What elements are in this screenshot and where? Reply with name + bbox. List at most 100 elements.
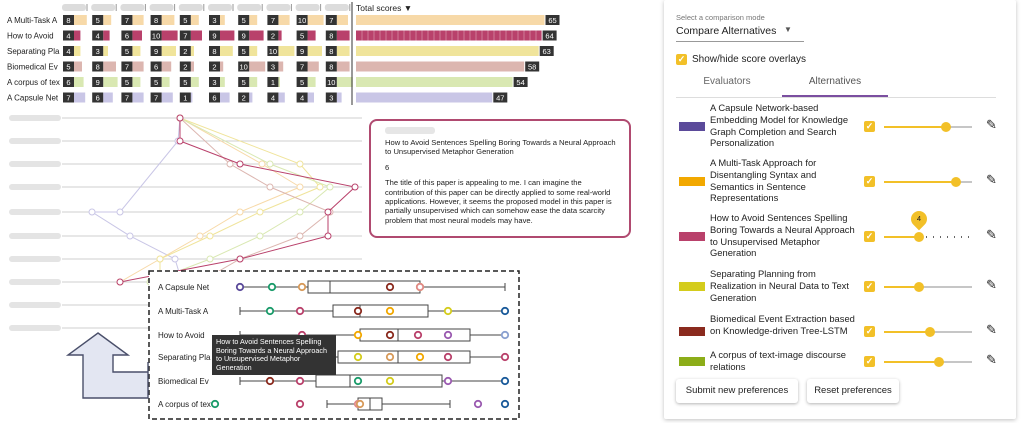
slider-thumb[interactable] (924, 326, 935, 337)
weight-slider[interactable]: 4 (884, 207, 972, 242)
evaluator-label-placeholder[interactable] (9, 161, 61, 167)
score-value: 7 (125, 94, 129, 103)
score-cell (92, 92, 104, 103)
row-label[interactable]: A Multi-Task A (7, 16, 58, 25)
weight-slider[interactable] (884, 356, 972, 367)
overlay-checkbox[interactable]: ✓ (676, 54, 687, 65)
slider-thumb[interactable] (914, 281, 925, 292)
evaluator-header[interactable] (266, 4, 291, 11)
evaluator-label-placeholder[interactable] (9, 325, 61, 331)
alternative-checkbox[interactable]: ✓ (864, 230, 875, 242)
boxplot-label[interactable]: Separating Pla (158, 353, 211, 362)
score-point (385, 376, 395, 386)
boxplot-label[interactable]: A corpus of tex (158, 400, 211, 409)
row-label[interactable]: How to Avoid (7, 32, 54, 41)
slider-thumb[interactable] (940, 121, 951, 132)
score-value: 5 (300, 78, 304, 87)
score-cell (296, 61, 308, 72)
edit-icon[interactable]: ✎ (986, 171, 997, 187)
evaluator-header[interactable] (208, 4, 232, 11)
row-label[interactable]: Separating Pla (7, 47, 60, 56)
slider-thumb[interactable] (951, 176, 962, 187)
tab-evaluators[interactable]: Evaluators (703, 76, 751, 87)
alternative-checkbox[interactable]: ✓ (864, 355, 875, 367)
score-bar (220, 15, 225, 25)
evaluator-label-placeholder[interactable] (9, 115, 61, 121)
row-label[interactable]: Biomedical Ev (7, 63, 58, 72)
boxplot-label[interactable]: Biomedical Ev (158, 377, 209, 386)
score-point (88, 208, 96, 216)
alternative-checkbox[interactable]: ✓ (864, 325, 875, 337)
score-value: 7 (183, 32, 187, 41)
evaluator-header[interactable] (149, 4, 174, 11)
slider-thumb[interactable] (933, 356, 944, 367)
score-bar (190, 92, 193, 103)
score-bar (307, 61, 319, 72)
slider-thumb[interactable] (914, 231, 925, 242)
callout-score: 6 (385, 162, 390, 172)
weight-slider[interactable] (884, 326, 972, 337)
evaluator-label-placeholder[interactable] (9, 256, 61, 262)
submit-preferences-button[interactable]: Submit new preferences (676, 379, 798, 403)
score-value: 5 (183, 16, 187, 25)
evaluator-header[interactable] (62, 4, 86, 11)
select-underline (676, 41, 804, 42)
evaluator-label-placeholder[interactable] (9, 233, 61, 239)
score-value: 8 (154, 16, 158, 25)
evaluator-header[interactable] (91, 4, 116, 11)
score-bar (103, 30, 110, 41)
edit-icon[interactable]: ✎ (986, 116, 997, 132)
edit-icon[interactable]: ✎ (986, 276, 997, 292)
caret-down-icon[interactable]: ▼ (784, 25, 792, 34)
edit-icon[interactable]: ✎ (986, 226, 997, 242)
evaluator-label-placeholder[interactable] (9, 138, 61, 144)
score-value: 4 (66, 32, 70, 41)
score-value: 9 (96, 78, 100, 87)
tab-alternatives[interactable]: Alternatives (808, 76, 862, 87)
row-label[interactable]: A Capsule Net (7, 94, 59, 103)
evaluator-label-placeholder[interactable] (9, 209, 61, 215)
score-point (500, 352, 510, 362)
weight-slider[interactable] (884, 176, 972, 187)
mode-select[interactable]: Compare Alternatives (676, 25, 777, 37)
score-bar (249, 30, 264, 41)
boxplot-label[interactable]: How to Avoid (158, 331, 205, 340)
score-bar (74, 15, 87, 25)
score-value: 9 (212, 32, 216, 41)
evaluator-header[interactable] (120, 4, 145, 11)
score-value: 4 (271, 94, 275, 103)
edit-icon[interactable]: ✎ (986, 351, 997, 367)
weight-slider[interactable] (884, 281, 972, 292)
alternative-color-swatch (679, 356, 705, 366)
total-value: 65 (548, 16, 556, 25)
evaluator-header[interactable] (237, 4, 262, 11)
score-point (473, 399, 483, 409)
score-bar (103, 92, 113, 103)
evaluator-label-placeholder[interactable] (9, 302, 61, 308)
score-value: 3 (329, 94, 333, 103)
edit-icon[interactable]: ✎ (986, 321, 997, 337)
row-label[interactable]: A corpus of tex (7, 78, 60, 87)
evaluator-header[interactable] (295, 4, 320, 11)
score-bar (103, 61, 116, 72)
alternative-checkbox[interactable]: ✓ (864, 120, 875, 132)
total-scores-label[interactable]: Total scores ▼ (356, 3, 412, 13)
total-bar (356, 30, 542, 41)
score-cell (267, 61, 279, 72)
score-point (297, 282, 307, 292)
score-value: 3 (271, 63, 275, 72)
score-value: 3 (96, 47, 100, 56)
alternative-checkbox[interactable]: ✓ (864, 175, 875, 187)
alternative-checkbox[interactable]: ✓ (864, 280, 875, 292)
box (315, 374, 443, 388)
weight-slider[interactable] (884, 121, 972, 132)
score-point (266, 160, 274, 168)
evaluator-header[interactable] (324, 4, 349, 11)
reset-preferences-button[interactable]: Reset preferences (807, 379, 899, 403)
evaluator-label-placeholder[interactable] (9, 184, 61, 190)
evaluator-header[interactable] (178, 4, 203, 11)
boxplot-label[interactable]: A Multi-Task A (158, 307, 209, 316)
evaluator-label-placeholder[interactable] (9, 279, 61, 285)
boxplot-label[interactable]: A Capsule Net (158, 283, 210, 292)
score-bar (278, 61, 284, 72)
